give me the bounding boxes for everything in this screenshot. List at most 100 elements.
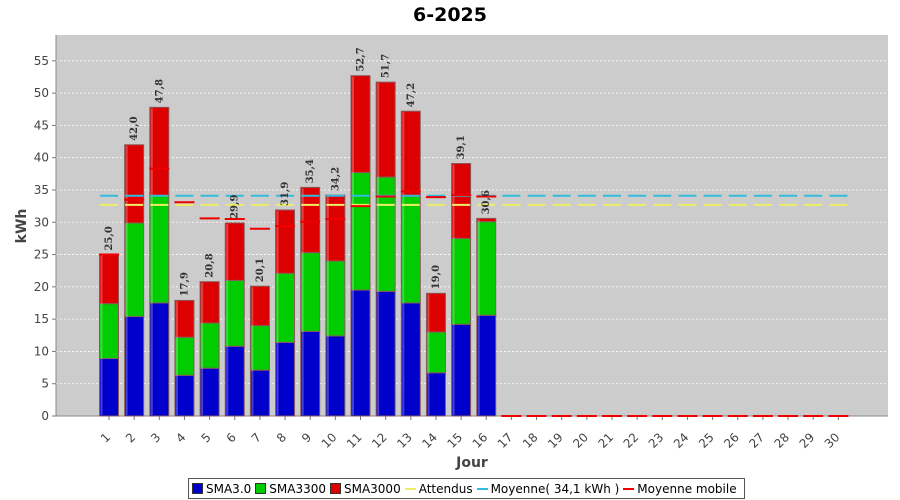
y-tick-label: 25 — [34, 248, 49, 262]
bar-segment-sma3000 — [300, 186, 321, 254]
bar-segment-sma3000 — [476, 217, 497, 223]
y-tick-label: 40 — [34, 151, 49, 165]
x-tick-label: 10 — [319, 430, 340, 451]
bar-highlight — [427, 294, 430, 415]
x-tick-label: 14 — [419, 430, 440, 451]
plot-area — [56, 35, 888, 416]
bar-segment-sma3000 — [425, 292, 446, 333]
x-tick-label: 29 — [797, 430, 818, 451]
bar-segment-sma3000 — [451, 163, 472, 239]
moving-average — [99, 167, 849, 417]
y-tick-label: 55 — [34, 54, 49, 68]
x-tick-label: 25 — [696, 430, 717, 451]
bar-highlight — [352, 76, 354, 416]
legend-label: SMA3000 — [343, 481, 401, 496]
bar-value-label: 47,8 — [154, 79, 165, 103]
bar-highlight — [402, 112, 405, 415]
bar-highlight — [477, 219, 480, 415]
x-tick-label: 2 — [123, 430, 138, 445]
grid-lines — [56, 60, 888, 385]
y-tick-label: 50 — [34, 86, 49, 100]
x-tick-label: 11 — [344, 430, 365, 451]
legend-label: SMA3.0 — [206, 481, 252, 496]
legend-swatch — [329, 483, 341, 494]
legend-item-attendus: Attendus — [404, 481, 473, 496]
bar-highlight — [100, 255, 103, 415]
x-tick-label: 18 — [520, 430, 541, 451]
bar-value-label: 20,1 — [255, 258, 266, 282]
bar-value-label: 42,0 — [129, 116, 140, 140]
x-tick-label: 12 — [369, 430, 390, 451]
bar-value-label: 17,9 — [179, 272, 190, 296]
y-tick-label: 30 — [34, 215, 49, 229]
legend-line — [623, 487, 635, 490]
y-tick-label: 35 — [34, 183, 49, 197]
legend-swatch — [255, 483, 267, 494]
legend-label: Moyenne mobile — [637, 481, 737, 496]
legend-item-moyenne: Moyenne( 34,1 kWh ) — [476, 481, 620, 496]
bar-segment-sma3000 — [375, 81, 396, 178]
bar-highlight — [377, 83, 380, 415]
legend-label: Attendus — [418, 481, 473, 496]
bar-value-label: 20,8 — [205, 253, 216, 277]
x-tick-label: 20 — [570, 430, 591, 451]
y-tick-label: 5 — [41, 377, 49, 391]
bar-value-label: 35,4 — [305, 159, 316, 183]
bar-highlight — [201, 282, 204, 415]
legend: SMA3.0 SMA3300 SMA3000 Attendus Moyenne(… — [188, 478, 745, 499]
bar-value-label: 34,2 — [330, 167, 341, 191]
x-tick-label: 4 — [173, 430, 188, 445]
bar-highlight — [251, 287, 254, 415]
x-tick-label: 24 — [671, 430, 692, 451]
y-tick-label: 45 — [34, 118, 49, 132]
x-tick-label: 21 — [595, 430, 616, 451]
x-tick-label: 23 — [646, 430, 667, 451]
y-tick-label: 15 — [34, 312, 49, 326]
bar-highlight — [301, 188, 304, 415]
bar-value-label: 29,9 — [230, 195, 241, 219]
legend-item-sma30: SMA3.0 — [192, 482, 251, 496]
legend-line — [476, 487, 488, 490]
value-labels: 25,0 42,0 47,8 17,9 20,8 29,9 20,1 31,9 35,4 34,2… — [104, 47, 492, 296]
x-axis: 1 2 3 4 5 6 7 8 9 10 11 12 13 14 15 16 17 18 19 20 21 22 23 24 2… — [56, 415, 888, 451]
legend-item-sma3300: SMA3300 — [255, 482, 326, 496]
bar-value-label: 30,6 — [481, 190, 492, 214]
y-axis: 0 5 10 15 20 25 30 35 40 45 50 55 — [34, 35, 57, 423]
bar-value-label: 31,9 — [280, 182, 291, 206]
x-tick-label: 13 — [394, 430, 415, 451]
bar-highlight — [226, 223, 229, 415]
x-tick-label: 16 — [470, 430, 491, 451]
legend-line — [404, 487, 416, 490]
legend-label: Moyenne( 34,1 kWh ) — [490, 481, 620, 496]
x-tick-label: 28 — [771, 430, 792, 451]
bars — [99, 75, 497, 417]
legend-item-sma3000: SMA3000 — [329, 481, 401, 496]
x-tick-label: 26 — [721, 430, 742, 451]
bar-segment-sma3000 — [174, 299, 195, 338]
chart-title: 6-2025 — [413, 4, 487, 26]
x-tick-label: 8 — [274, 430, 289, 445]
x-tick-label: 27 — [746, 430, 767, 451]
bar-value-label: 52,7 — [356, 47, 367, 71]
x-tick-label: 6 — [224, 430, 239, 445]
bar-highlight — [326, 196, 329, 415]
x-tick-label: 9 — [299, 430, 314, 445]
bar-highlight — [452, 164, 455, 415]
legend-item-moyenne-mobile: Moyenne mobile — [623, 481, 737, 496]
x-tick-label: 1 — [98, 430, 113, 445]
bar-highlight — [276, 211, 279, 415]
bar-highlight — [150, 108, 153, 415]
x-tick-label: 30 — [822, 430, 843, 451]
bar-value-label: 19,0 — [431, 265, 442, 289]
y-axis-label: kWh — [14, 209, 30, 244]
bar-highlight — [175, 301, 178, 415]
y-tick-label: 10 — [34, 344, 49, 358]
x-tick-label: 7 — [249, 430, 264, 445]
x-tick-label: 15 — [445, 430, 466, 451]
bar-value-label: 39,1 — [456, 135, 467, 159]
legend-label: SMA3300 — [269, 481, 326, 496]
bar-segment-sma3000 — [224, 222, 245, 281]
x-axis-label: Jour — [455, 455, 488, 471]
x-tick-label: 17 — [495, 430, 516, 451]
